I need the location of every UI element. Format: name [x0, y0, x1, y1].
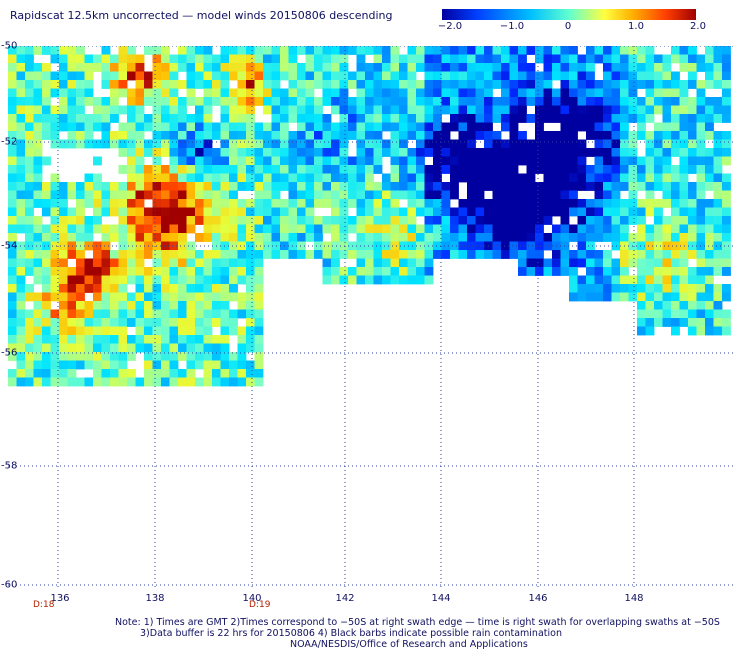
map-title: Rapidscat 12.5km uncorrected — model win… — [10, 9, 393, 22]
wind-cells — [8, 46, 731, 386]
lat-label: -58 — [1, 461, 17, 472]
lon-label: 138 — [145, 593, 164, 604]
lon-label: 144 — [431, 593, 450, 604]
lon-label: 146 — [528, 593, 547, 604]
lon-label: 142 — [335, 593, 354, 604]
note-line-2: 3)Data buffer is 22 hrs for 20150806 4) … — [140, 628, 562, 639]
time-label: D:19 — [249, 600, 270, 610]
lat-label: -52 — [1, 137, 17, 148]
colorbar-tick: 2.0 — [690, 21, 706, 32]
time-label: D:18 — [33, 600, 54, 610]
note-line-1: Note: 1) Times are GMT 2)Times correspon… — [115, 617, 720, 628]
lat-label: -54 — [1, 241, 17, 252]
wind-difference-map — [8, 46, 735, 589]
lon-label: 148 — [624, 593, 643, 604]
colorbar-tick: 1.0 — [628, 21, 644, 32]
lat-label: -60 — [1, 580, 17, 591]
colorbar — [442, 9, 696, 20]
note-line-3: NOAA/NESDIS/Office of Research and Appli… — [290, 639, 528, 650]
colorbar-tick: −1.0 — [500, 21, 524, 32]
lat-label: -50 — [1, 41, 17, 52]
colorbar-tick: −2.0 — [438, 21, 462, 32]
lat-label: -56 — [1, 348, 17, 359]
colorbar-tick: 0 — [565, 21, 571, 32]
